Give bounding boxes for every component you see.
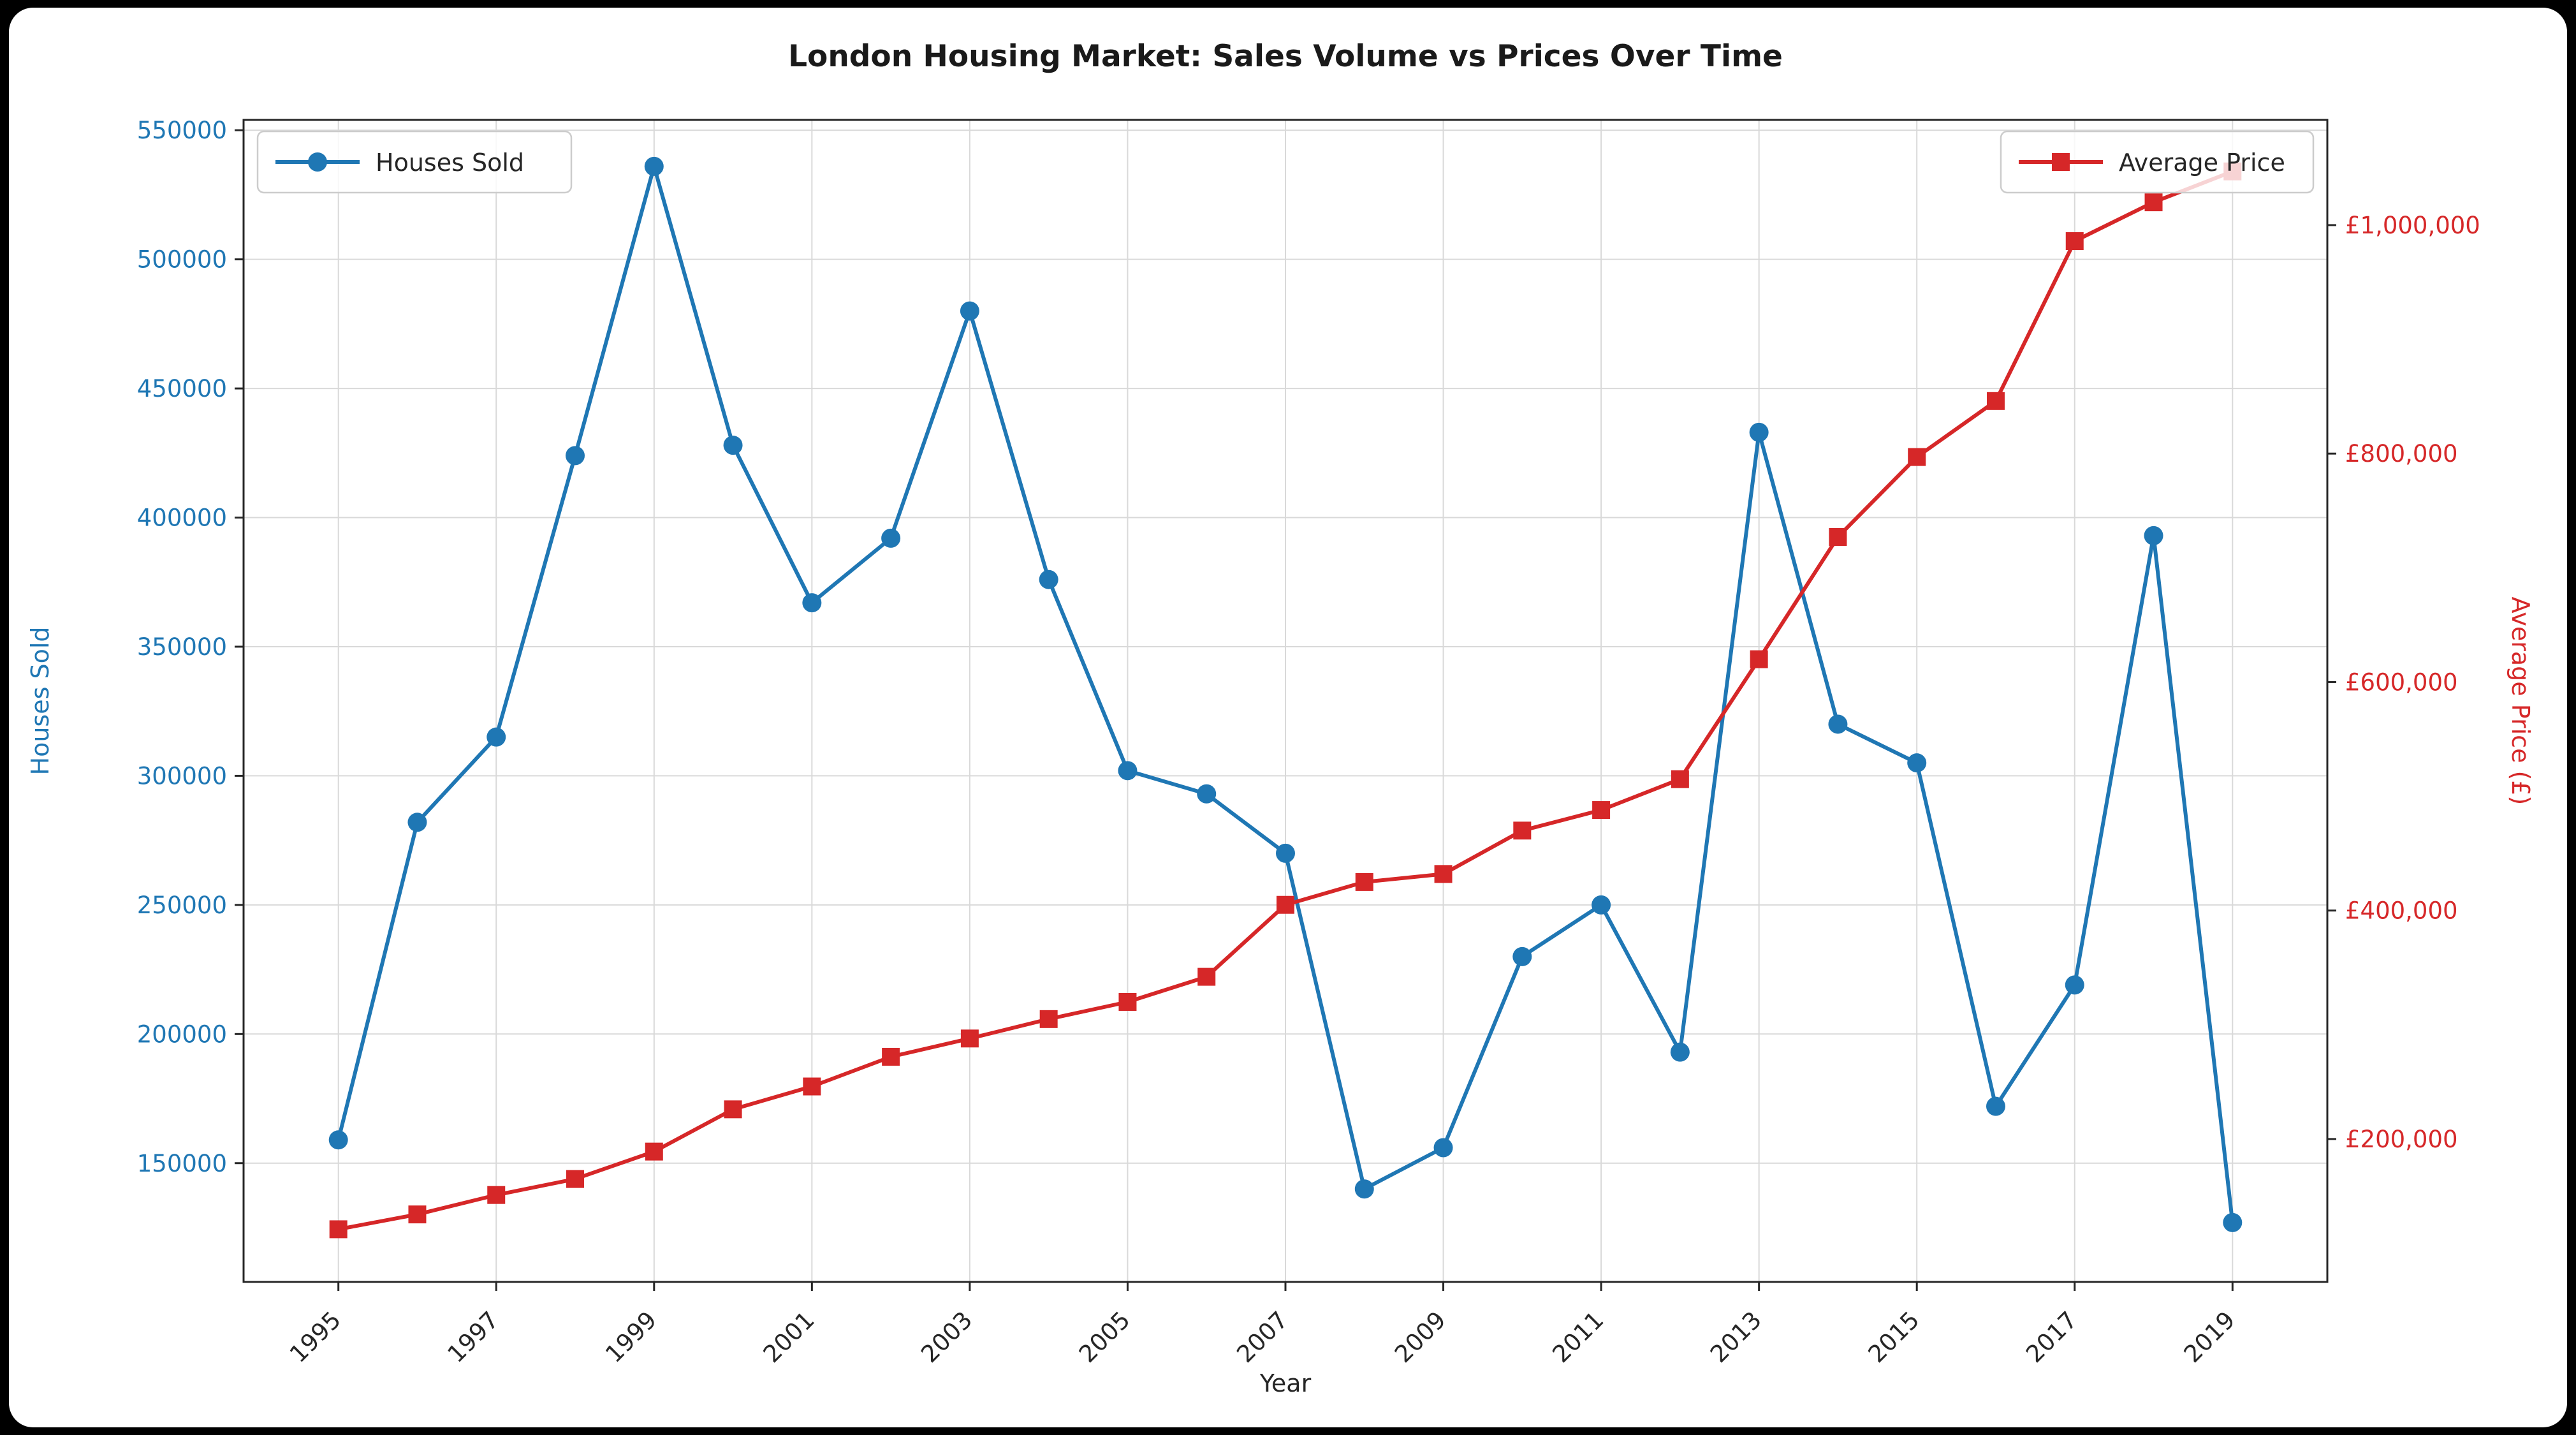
chart-figure: 150000 200000 250000 300000 350000 400000 4500…	[9, 8, 2567, 1427]
data-point-2000	[723, 436, 743, 455]
x-tick-label: 1995	[284, 1306, 346, 1368]
y-axis-label-right: Average Price (£)	[2506, 597, 2535, 806]
data-point-1995	[328, 1130, 348, 1150]
data-point-2014	[1829, 527, 1847, 546]
data-point-2010	[1513, 821, 1532, 840]
data-point-2009	[1434, 865, 1453, 883]
data-point-2005	[1118, 761, 1138, 781]
data-point-2005	[1118, 992, 1137, 1011]
right-y-tick-label: £400,000	[2345, 897, 2458, 925]
data-point-2018	[2144, 193, 2163, 212]
legend-houses-sold: Houses Sold	[256, 130, 573, 194]
x-tick-label: 2017	[2021, 1306, 2082, 1368]
left-y-tick-label: 250000	[137, 892, 227, 919]
right-y-tick-label: £800,000	[2345, 440, 2458, 467]
legend-average-price-box	[2000, 130, 2315, 194]
x-tick-label: 2019	[2179, 1306, 2241, 1368]
data-point-2012	[1671, 770, 1689, 788]
data-point-2013	[1749, 422, 1769, 442]
data-point-2011	[1592, 801, 1611, 820]
x-axis-label: Year	[1259, 1369, 1312, 1397]
data-point-1997	[487, 727, 506, 747]
data-point-2008	[1355, 872, 1373, 891]
legend-average-price-label: Average Price	[2119, 149, 2285, 177]
data-point-1996	[407, 813, 427, 832]
data-point-2015	[1907, 753, 1927, 773]
x-tick-label: 1997	[443, 1306, 504, 1368]
data-point-1997	[487, 1186, 506, 1204]
data-point-2002	[882, 1047, 900, 1066]
data-point-2001	[803, 1077, 821, 1096]
data-point-2004	[1039, 1010, 1058, 1028]
data-point-2016	[1986, 1096, 2005, 1116]
y-axis-label-left: Houses Sold	[26, 626, 54, 775]
left-y-tick-label: 350000	[137, 633, 227, 661]
data-point-2006	[1197, 968, 1216, 986]
data-point-2003	[960, 301, 979, 321]
houses-sold-series	[328, 156, 2243, 1232]
data-point-2003	[960, 1029, 979, 1048]
data-point-2006	[1197, 784, 1217, 804]
left-y-tick-label: 500000	[137, 246, 227, 274]
line-chart: 150000 200000 250000 300000 350000 400000 4500…	[26, 39, 2535, 1397]
data-point-2012	[1670, 1042, 1690, 1062]
x-tick-label: 2001	[758, 1306, 820, 1368]
data-point-2017	[2065, 975, 2084, 995]
data-point-2000	[724, 1100, 742, 1119]
data-point-2018	[2144, 526, 2163, 545]
legend-average-price-marker	[2052, 153, 2070, 171]
left-y-tick-label: 200000	[137, 1020, 227, 1048]
data-point-2001	[802, 593, 822, 613]
x-tick-label: 2011	[1547, 1306, 1609, 1368]
x-tick-label: 2003	[916, 1306, 977, 1368]
data-point-2009	[1433, 1138, 1453, 1158]
right-y-tick-label: £600,000	[2345, 668, 2458, 696]
data-point-2015	[1908, 448, 1926, 466]
data-point-1998	[566, 446, 585, 466]
data-point-2013	[1750, 650, 1768, 668]
data-point-2004	[1039, 570, 1058, 589]
x-tick-label: 2013	[1705, 1306, 1767, 1368]
data-point-2007	[1276, 843, 1295, 863]
legend-houses-sold-label: Houses Sold	[376, 149, 524, 177]
data-point-1998	[566, 1170, 585, 1188]
data-point-2016	[1986, 392, 2005, 410]
data-point-2011	[1592, 895, 1611, 915]
axis-ticks	[235, 129, 2336, 1291]
x-tick-label: 2015	[1863, 1306, 1925, 1368]
data-point-2010	[1512, 946, 1532, 966]
data-point-1999	[644, 156, 664, 176]
left-y-tick-label: 150000	[137, 1150, 227, 1177]
left-y-tick-label: 400000	[137, 504, 227, 532]
x-tick-label: 1999	[600, 1306, 662, 1368]
legends: Houses Sold Average Price	[256, 130, 2315, 194]
right-y-tick-label: £1,000,000	[2345, 212, 2480, 239]
data-point-2008	[1354, 1179, 1374, 1199]
legend-houses-sold-box	[256, 130, 573, 194]
x-tick-label: 2009	[1389, 1306, 1451, 1368]
left-y-tick-label: 450000	[137, 375, 227, 402]
data-point-2002	[881, 528, 901, 548]
right-y-tick-label: £200,000	[2345, 1126, 2458, 1153]
data-point-1996	[408, 1205, 427, 1224]
data-point-2014	[1828, 714, 1848, 734]
legend-houses-sold-marker	[308, 152, 327, 172]
left-y-tick-label: 550000	[137, 117, 227, 144]
left-y-tick-label: 300000	[137, 762, 227, 790]
legend-average-price: Average Price	[2000, 130, 2315, 194]
chart-title: London Housing Market: Sales Volume vs P…	[788, 39, 1783, 74]
data-point-2007	[1277, 895, 1294, 914]
grid-lines	[244, 120, 2327, 1282]
x-tick-label: 2007	[1231, 1306, 1293, 1368]
data-point-2017	[2065, 232, 2084, 251]
data-point-2019	[2223, 1212, 2243, 1232]
x-tick-label: 2005	[1074, 1306, 1136, 1368]
data-point-1999	[645, 1142, 663, 1161]
data-point-1995	[329, 1220, 348, 1239]
